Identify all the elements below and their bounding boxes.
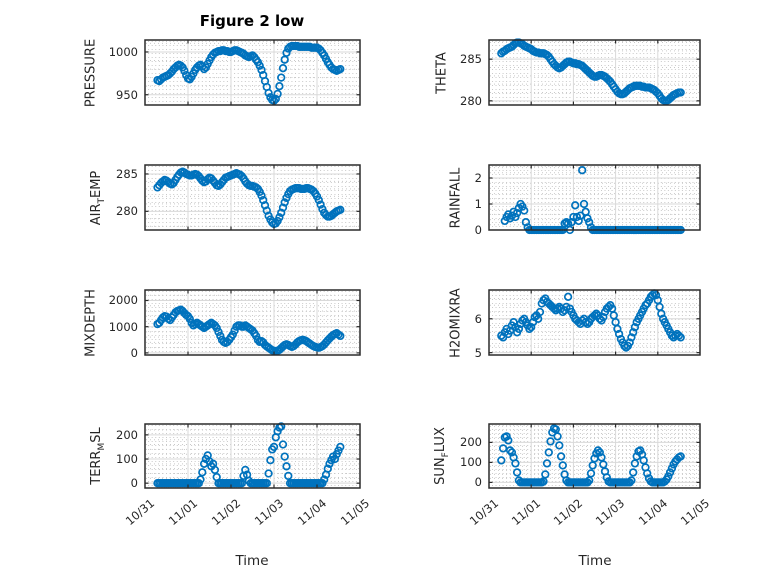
plot-area-h2omixra: H2OMIXRA [488,289,701,356]
axis-ticks [145,165,360,230]
axes-box [488,164,701,231]
plot-area-mixdepth: MIXDEPTH [144,289,361,356]
axes-box [488,289,701,356]
plot-area-rainfall: RAINFALL [488,164,701,235]
minor-grid [146,166,359,229]
y-tick-label: 5 [474,345,482,360]
subplot-terr_msl: TERR_MSL [144,422,361,489]
figure-title: Figure 2 low [199,12,305,30]
axes-box [144,39,361,106]
y-tick-label: 1 [474,197,482,211]
y-axis-label-rainfall: RAINFALL [448,167,464,228]
y-tick-label: 0 [474,475,482,490]
x-tick-label: 11/04 [294,496,329,529]
y-tick-label: 1000 [108,319,138,334]
axis-ticks [489,165,700,230]
plot-area-terr_msl: TERR_MSL [144,422,361,489]
subplot-theta: THETA [488,38,701,106]
axis-ticks [489,40,700,105]
axes-box [144,423,361,489]
axes-box [144,164,361,231]
y-axis-label-h2omixra: H2OMIXRA [448,287,464,358]
y-tick-label: 100 [460,455,482,470]
x-axis-label-right: Time [578,553,612,569]
axis-ticks [145,40,360,105]
data-markers-h2omixra [497,289,685,352]
y-tick-label: 0 [130,345,138,360]
x-tick-label: 11/01 [508,496,544,529]
y-axis-label-theta: THETA [434,51,450,94]
y-tick-label: 200 [116,427,138,442]
y-axis-label-mixdepth: MIXDEPTH [83,288,99,357]
subplot-rainfall: RAINFALL [488,164,701,235]
data-markers-pressure [153,41,345,105]
y-axis-label-pressure: PRESSURE [83,38,99,107]
axes-box [144,289,361,356]
y-tick-label: 280 [460,93,482,108]
plot-area-sun_flux: SUN_FLUX [488,423,701,489]
y-tick-label: 6 [474,311,482,326]
x-tick-label: 11/05 [677,496,712,529]
y-tick-label: 1000 [108,44,138,59]
x-tick-label: 10/31 [122,496,157,529]
y-tick-label: 285 [460,52,482,67]
y-tick-label: 200 [460,435,482,450]
axis-ticks [489,290,700,355]
plot-area-pressure: PRESSURE [144,39,361,106]
subplot-air_temp: AIR_TEMP [144,164,361,231]
subplot-sun_flux: SUN_FLUX [488,423,701,489]
axes-box [488,423,701,489]
y-tick-label: 0 [474,223,482,237]
minor-grid [490,291,699,354]
x-tick-label: 11/03 [593,496,628,529]
y-tick-label: 950 [116,87,138,102]
x-tick-label: 11/04 [635,496,670,529]
data-markers-mixdepth [153,305,345,356]
data-markers-terr_msl [153,422,345,488]
y-tick-label: 0 [130,476,138,491]
x-tick-label: 11/02 [208,496,243,529]
y-tick-label: 2 [474,171,482,185]
y-tick-label: 100 [116,452,138,467]
x-tick-label: 11/03 [251,496,286,529]
x-tick-label: 11/01 [165,496,200,529]
subplot-mixdepth: MIXDEPTH [144,289,361,356]
y-tick-label: 280 [116,204,138,219]
plot-area-air_temp: AIR_TEMP [144,164,361,231]
axis-ticks [489,424,700,488]
y-axis-label-sun_flux: SUNFLUX [433,427,451,485]
y-axis-label-terr_msl: TERRMSL [89,427,107,485]
x-tick-label: 10/31 [466,496,501,529]
y-axis-label-air_temp: AIRTEMP [89,170,107,225]
data-markers-air_temp [153,167,345,229]
x-tick-label: 11/05 [337,496,372,529]
x-axis-label-left: Time [235,553,269,569]
y-tick-label: 285 [116,166,138,181]
plot-area-theta: THETA [488,38,701,106]
data-markers-theta [497,38,685,105]
axes-box [488,39,701,106]
y-tick-label: 2000 [108,293,138,308]
axis-ticks [145,424,360,488]
axis-ticks [145,290,360,355]
subplot-pressure: PRESSURE [144,39,361,106]
subplot-h2omixra: H2OMIXRA [488,289,701,356]
x-tick-label: 11/02 [551,496,586,529]
